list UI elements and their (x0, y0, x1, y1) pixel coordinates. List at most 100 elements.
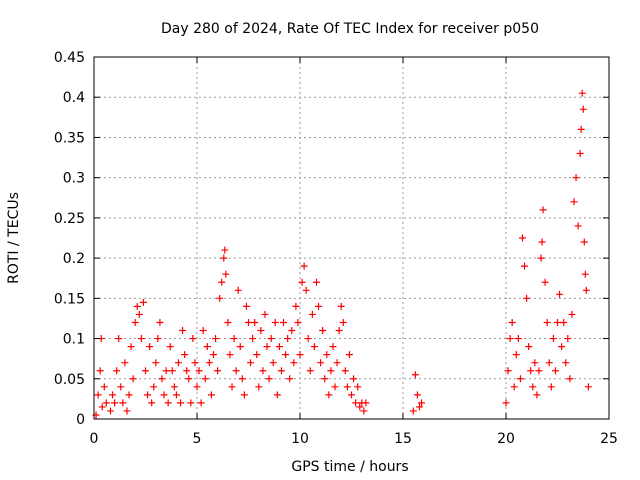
data-point (560, 318, 568, 326)
data-point (236, 343, 244, 351)
data-point (310, 343, 318, 351)
x-tick-label: 10 (291, 431, 309, 447)
x-tick-label: 15 (394, 431, 412, 447)
data-point (203, 343, 211, 351)
data-points (92, 89, 592, 419)
data-point (115, 335, 123, 343)
data-point (348, 391, 355, 399)
data-point (152, 359, 160, 367)
data-point (568, 310, 576, 318)
data-point (516, 375, 524, 383)
data-point (168, 367, 176, 375)
data-point (558, 343, 566, 351)
data-point (261, 310, 269, 318)
data-point (187, 399, 195, 407)
data-point (263, 343, 271, 351)
y-tick-label: 0.1 (63, 332, 85, 348)
data-point (345, 351, 353, 359)
data-point (543, 318, 551, 326)
data-point (294, 318, 302, 326)
data-point (123, 407, 131, 415)
data-point (195, 367, 203, 375)
data-point (242, 302, 250, 310)
x-tick-label: 0 (90, 431, 99, 447)
data-point (271, 318, 279, 326)
data-point (212, 335, 220, 343)
data-point (226, 351, 234, 359)
data-point (164, 399, 172, 407)
data-point (535, 367, 543, 375)
y-tick-label: 0.2 (63, 251, 85, 267)
data-point (269, 359, 277, 367)
data-point (125, 391, 133, 399)
data-point (578, 89, 586, 97)
y-tick-label: 0.3 (63, 171, 85, 187)
data-point (584, 383, 592, 391)
data-point (323, 351, 331, 359)
data-point (240, 391, 248, 399)
data-point (329, 343, 337, 351)
data-point (300, 262, 308, 270)
data-point (251, 318, 259, 326)
data-point (160, 391, 168, 399)
data-point (527, 367, 535, 375)
data-point (302, 286, 310, 294)
x-tick-label: 25 (600, 431, 618, 447)
data-point (142, 367, 149, 375)
data-point (339, 318, 347, 326)
data-point (514, 335, 522, 343)
data-point (356, 403, 364, 411)
data-point (144, 391, 152, 399)
data-point (277, 367, 285, 375)
plot-frame (93, 56, 610, 420)
data-point (156, 318, 164, 326)
data-point (222, 270, 230, 278)
data-point (531, 359, 539, 367)
data-point (129, 375, 137, 383)
data-point (362, 399, 370, 407)
data-point (111, 399, 119, 407)
data-point (580, 238, 588, 246)
data-point (290, 359, 298, 367)
data-point (352, 399, 360, 407)
data-point (102, 399, 110, 407)
data-point (579, 105, 587, 113)
data-point (214, 367, 222, 375)
data-point (146, 343, 154, 351)
data-point (574, 222, 582, 230)
y-axis-label: ROTI / TECUs (6, 192, 22, 284)
data-point (510, 383, 518, 391)
data-point (282, 351, 290, 359)
data-point (413, 391, 421, 399)
data-point (207, 391, 215, 399)
data-point (181, 351, 189, 359)
data-point (350, 375, 358, 383)
data-point (98, 403, 106, 411)
data-point (117, 383, 125, 391)
data-point (545, 359, 553, 367)
data-point (508, 318, 516, 326)
data-point (113, 367, 121, 375)
data-point (327, 367, 335, 375)
data-point (238, 375, 246, 383)
data-point (185, 375, 193, 383)
data-point (529, 383, 537, 391)
data-point (335, 327, 343, 335)
data-point (582, 286, 590, 294)
data-point (191, 359, 199, 367)
data-point (539, 206, 547, 214)
data-point (106, 407, 114, 415)
data-point (137, 335, 145, 343)
data-point (224, 318, 232, 326)
data-point (354, 383, 362, 391)
data-point (189, 335, 197, 343)
y-tick-label: 0.05 (54, 372, 85, 388)
x-tick-label: 20 (497, 431, 515, 447)
data-point (333, 359, 341, 367)
data-point (566, 375, 574, 383)
data-point (312, 278, 320, 286)
data-point (551, 367, 559, 375)
data-point (541, 278, 549, 286)
data-point (321, 375, 329, 383)
data-point (577, 125, 585, 133)
